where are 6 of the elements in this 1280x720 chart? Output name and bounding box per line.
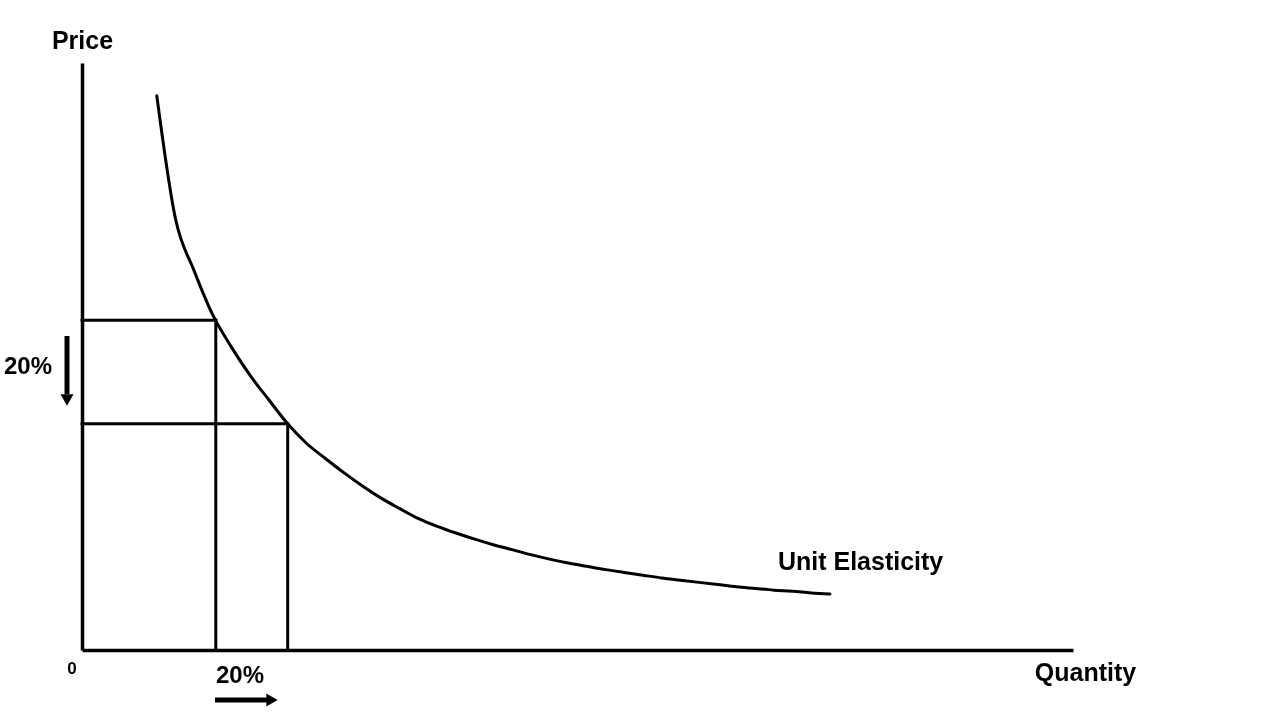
series-label: Unit Elasticity: [777, 547, 944, 576]
y-axis-title: Price: [51, 25, 114, 54]
text: 0: [67, 659, 77, 678]
text: 20%: [3, 352, 53, 379]
x-axis-title: Quantity: [1034, 657, 1137, 686]
text: 20%: [215, 661, 265, 688]
